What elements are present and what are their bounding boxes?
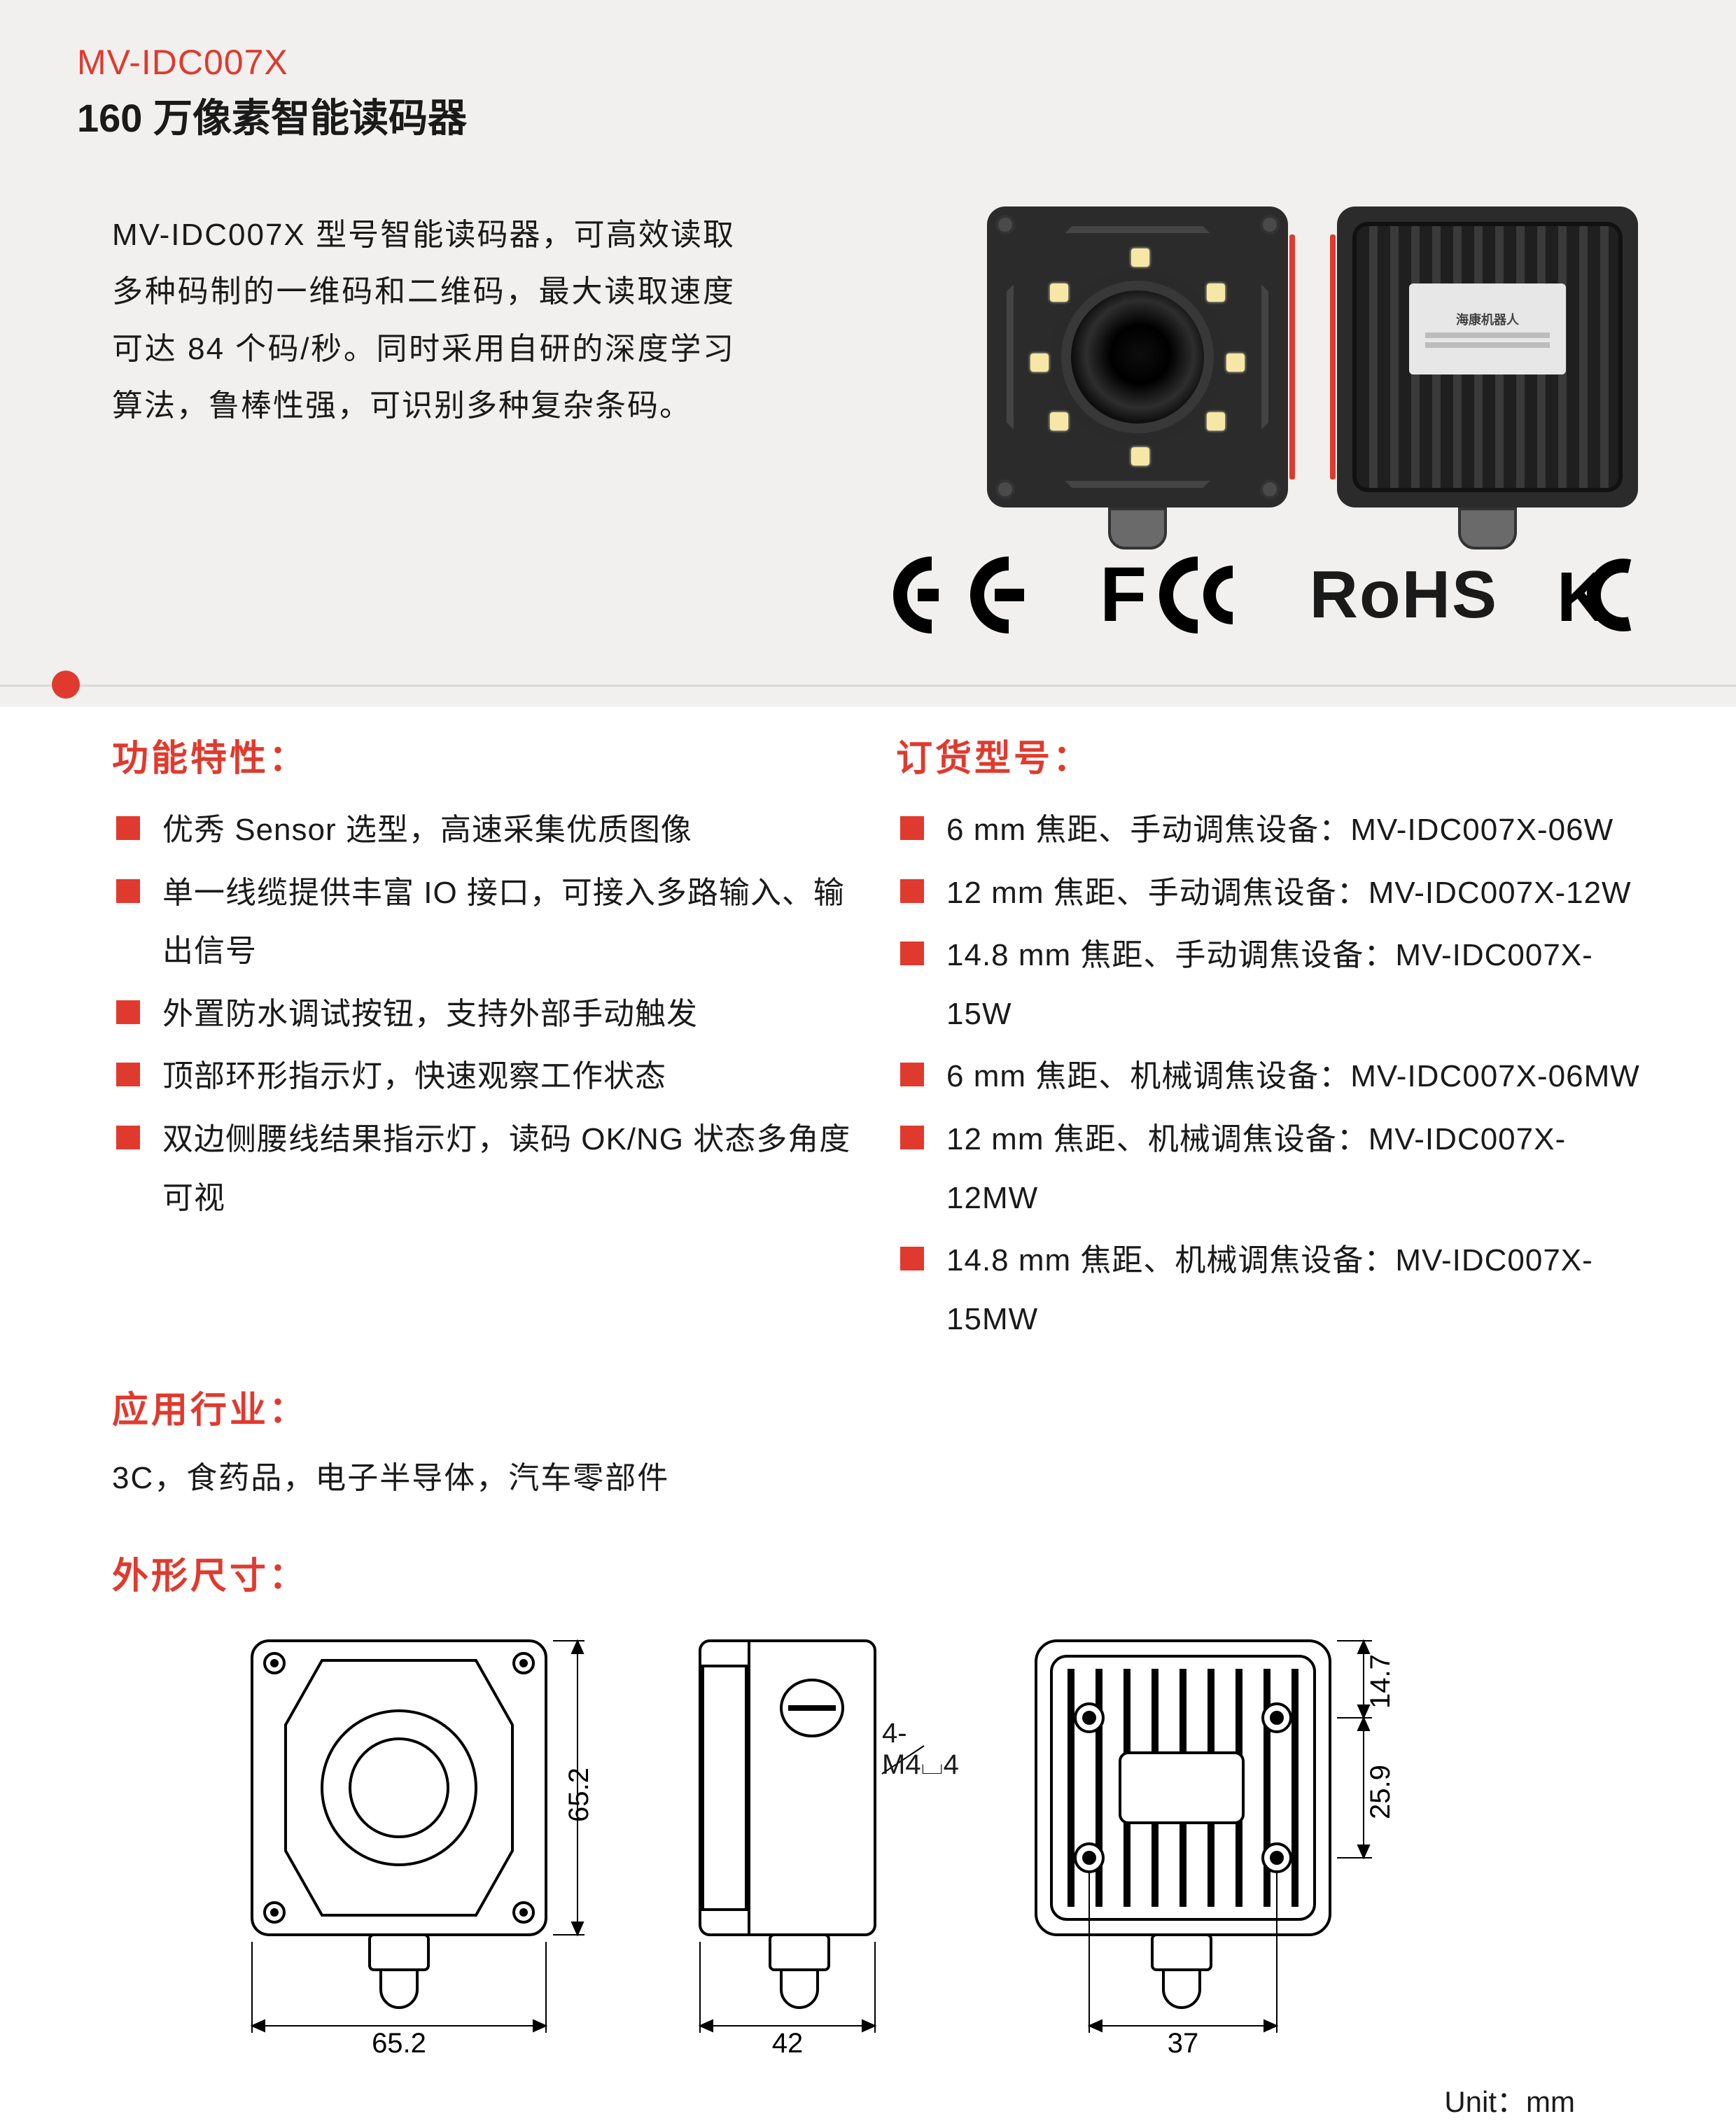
ordering-item: 12 mm 焦距、手动调焦设备：MV-IDC007X-12W bbox=[896, 864, 1652, 923]
ordering-list: 6 mm 焦距、手动调焦设备：MV-IDC007X-06W 12 mm 焦距、手… bbox=[896, 801, 1652, 1348]
feature-item: 双边侧腰线结果指示灯，读码 OK/NG 状态多角度可视 bbox=[112, 1110, 854, 1227]
model-code: MV-IDC007X bbox=[77, 42, 1659, 83]
features-column: 功能特性： 优秀 Sensor 选型，高速采集优质图像 单一线缆提供丰富 IO … bbox=[112, 729, 854, 1352]
page: MV-IDC007X 160 万像素智能读码器 MV-IDC007X 型号智能读… bbox=[0, 0, 1736, 2121]
ce-mark-icon bbox=[890, 556, 1044, 634]
kc-mark-icon: K bbox=[1554, 556, 1638, 634]
product-image-back: 海康机器人 bbox=[1337, 206, 1638, 507]
industries-heading: 应用行业： bbox=[112, 1380, 1659, 1433]
dim-side-width: 42 bbox=[772, 2028, 804, 2059]
hero-row: MV-IDC007X 型号智能读码器，可高效读取多种码制的一维码和二维码，最大读… bbox=[77, 206, 1659, 507]
feature-item: 单一线缆提供丰富 IO 接口，可接入多路输入、输出信号 bbox=[112, 864, 854, 981]
industries-section: 应用行业： 3C，食药品，电子半导体，汽车零部件 bbox=[77, 1380, 1659, 1497]
camera-lens-icon bbox=[1071, 290, 1204, 424]
dim-front-height: 65.2 bbox=[564, 1768, 594, 1822]
dim-rear-h2: 14.7 bbox=[1365, 1654, 1396, 1709]
product-image-front bbox=[987, 206, 1288, 507]
thread-note: 4-M4⌴4 bbox=[882, 1718, 959, 1781]
feature-item: 顶部环形指示灯，快速观察工作状态 bbox=[112, 1047, 854, 1106]
features-heading: 功能特性： bbox=[112, 729, 854, 781]
dim-rear-width: 37 bbox=[1168, 2028, 1199, 2059]
product-images: 海康机器人 bbox=[777, 206, 1659, 507]
back-label-icon: 海康机器人 bbox=[1409, 284, 1566, 374]
certifications: F RoHS K bbox=[77, 556, 1659, 634]
intro-text: MV-IDC007X 型号智能读码器，可高效读取多种码制的一维码和二维码，最大读… bbox=[77, 206, 735, 435]
dimensions-row: 65.2 65.2 bbox=[112, 1627, 1659, 2064]
ordering-item: 14.8 mm 焦距、手动调焦设备：MV-IDC007X-15W bbox=[896, 926, 1652, 1043]
feature-item: 优秀 Sensor 选型，高速采集优质图像 bbox=[112, 801, 854, 860]
rohs-mark: RoHS bbox=[1310, 556, 1498, 634]
ordering-item: 12 mm 焦距、机械调焦设备：MV-IDC007X-12MW bbox=[896, 1110, 1652, 1227]
unit-label: Unit：mm bbox=[112, 2078, 1659, 2121]
fcc-mark-icon: F bbox=[1100, 556, 1254, 634]
svg-text:F: F bbox=[1100, 556, 1147, 634]
columns: 功能特性： 优秀 Sensor 选型，高速采集优质图像 单一线缆提供丰富 IO … bbox=[77, 729, 1659, 1352]
feature-item: 外置防水调试按钮，支持外部手动触发 bbox=[112, 985, 854, 1044]
dimensions-section: 外形尺寸： bbox=[77, 1546, 1659, 2121]
dim-front-view: 65.2 65.2 bbox=[224, 1627, 602, 2064]
header: MV-IDC007X 160 万像素智能读码器 bbox=[77, 42, 1659, 144]
dim-rear-view: 37 25.9 14.7 bbox=[1008, 1627, 1428, 2064]
ordering-heading: 订货型号： bbox=[896, 729, 1652, 781]
ordering-item: 6 mm 焦距、手动调焦设备：MV-IDC007X-06W bbox=[896, 801, 1652, 860]
section-divider bbox=[0, 682, 1736, 687]
dim-rear-h1: 25.9 bbox=[1365, 1765, 1396, 1819]
dim-side-view: 42 4-M4⌴4 bbox=[672, 1627, 938, 2064]
divider-dot-icon bbox=[52, 671, 80, 699]
product-title: 160 万像素智能读码器 bbox=[77, 87, 1659, 144]
ordering-item: 6 mm 焦距、机械调焦设备：MV-IDC007X-06MW bbox=[896, 1047, 1652, 1106]
ordering-item: 14.8 mm 焦距、机械调焦设备：MV-IDC007X-15MW bbox=[896, 1231, 1652, 1348]
dim-front-width: 65.2 bbox=[372, 2028, 426, 2059]
industries-text: 3C，食药品，电子半导体，汽车零部件 bbox=[112, 1452, 1659, 1497]
dimensions-heading: 外形尺寸： bbox=[112, 1546, 1659, 1599]
features-list: 优秀 Sensor 选型，高速采集优质图像 单一线缆提供丰富 IO 接口，可接入… bbox=[112, 801, 854, 1227]
ordering-column: 订货型号： 6 mm 焦距、手动调焦设备：MV-IDC007X-06W 12 m… bbox=[896, 729, 1659, 1352]
